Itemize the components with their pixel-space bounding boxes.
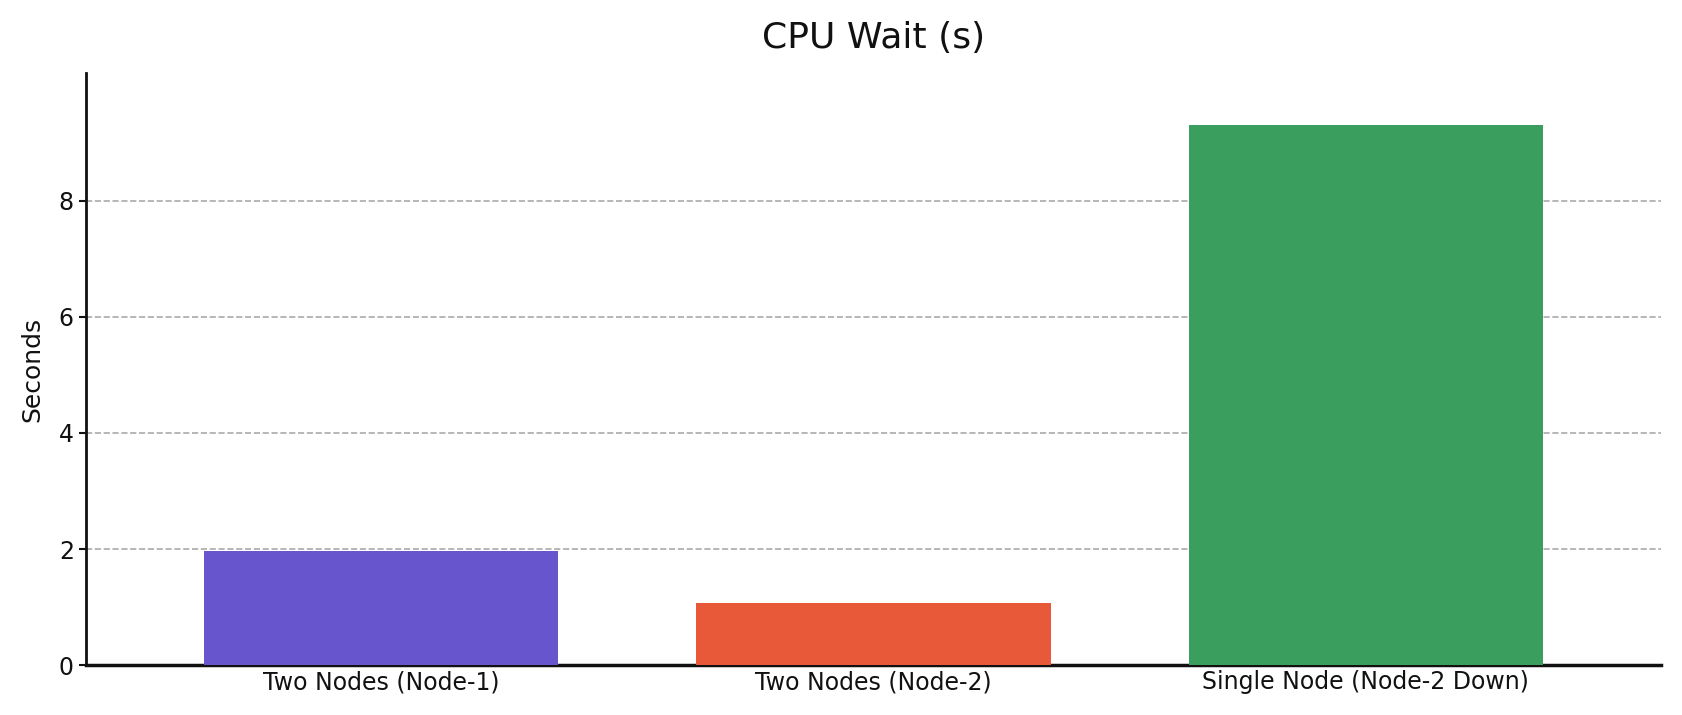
Y-axis label: Seconds: Seconds — [20, 317, 45, 422]
Bar — [1189, 125, 1542, 665]
Bar — [696, 603, 1051, 665]
Bar — [204, 551, 558, 665]
Title: CPU Wait (s): CPU Wait (s) — [762, 21, 986, 55]
